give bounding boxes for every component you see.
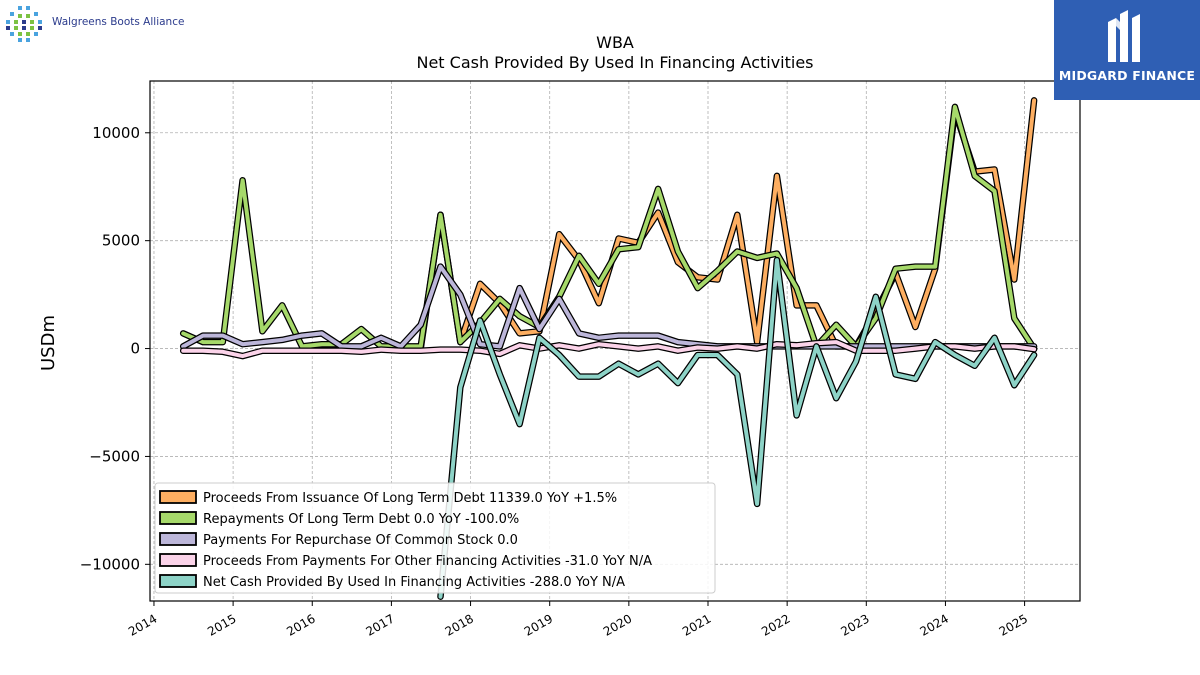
legend-label: Proceeds From Issuance Of Long Term Debt… <box>203 491 617 506</box>
y-axis-label: USDm <box>38 315 59 371</box>
x-tick-label: 2019 <box>522 611 555 638</box>
x-tick-label: 2021 <box>680 611 713 638</box>
midgard-finance-logo: MIDGARD FINANCE <box>1054 0 1200 100</box>
y-tick-label: −10000 <box>80 555 140 573</box>
y-tick-label: 0 <box>130 340 140 358</box>
walgreens-boots-alliance-logo: Walgreens Boots Alliance <box>4 4 204 44</box>
legend-swatch <box>159 490 197 504</box>
series-lines <box>179 97 1038 600</box>
legend-label: Net Cash Provided By Used In Financing A… <box>203 575 625 590</box>
x-tick-label: 2018 <box>443 611 476 638</box>
legend-label: Payments For Repurchase Of Common Stock … <box>203 533 518 548</box>
plot-frame <box>149 80 1081 602</box>
legend-swatch <box>159 553 197 567</box>
legend-swatch <box>159 532 197 546</box>
x-tick-label: 2020 <box>601 611 634 638</box>
legend-box <box>154 482 716 594</box>
x-tick-label: 2014 <box>126 611 159 638</box>
series-outline <box>179 103 1038 352</box>
series-line <box>398 98 1037 351</box>
x-tick-label: 2025 <box>997 611 1030 638</box>
series-line <box>181 264 1037 349</box>
chart-subtitle: Net Cash Provided By Used In Financing A… <box>416 53 813 72</box>
y-tick-label: 10000 <box>92 124 140 142</box>
y-tick-label: −5000 <box>89 447 140 465</box>
legend-label: Repayments Of Long Term Debt 0.0 YoY -10… <box>203 512 519 527</box>
legend-label: Proceeds From Payments For Other Financi… <box>203 554 652 569</box>
y-tick-label: 5000 <box>102 232 140 250</box>
legend-swatch <box>159 574 197 588</box>
x-tick-label: 2015 <box>205 611 238 638</box>
x-tick-label: 2017 <box>363 611 396 638</box>
dotted-globe-icon <box>6 6 42 42</box>
x-tick-label: 2023 <box>838 611 871 638</box>
x-tick-label: 2024 <box>917 611 950 638</box>
x-tick-label: 2016 <box>284 611 317 638</box>
x-tick-label: 2022 <box>759 611 792 638</box>
brand-logo-text: MIDGARD FINANCE <box>1058 68 1196 83</box>
legend: Proceeds From Issuance Of Long Term Debt… <box>154 482 716 594</box>
series-line <box>181 104 1037 351</box>
chart-title: WBA <box>596 33 634 52</box>
series-line <box>438 258 1037 599</box>
midgard-m-icon <box>1108 10 1140 62</box>
company-logo-text: Walgreens Boots Alliance <box>52 16 185 28</box>
legend-swatch <box>159 511 197 525</box>
